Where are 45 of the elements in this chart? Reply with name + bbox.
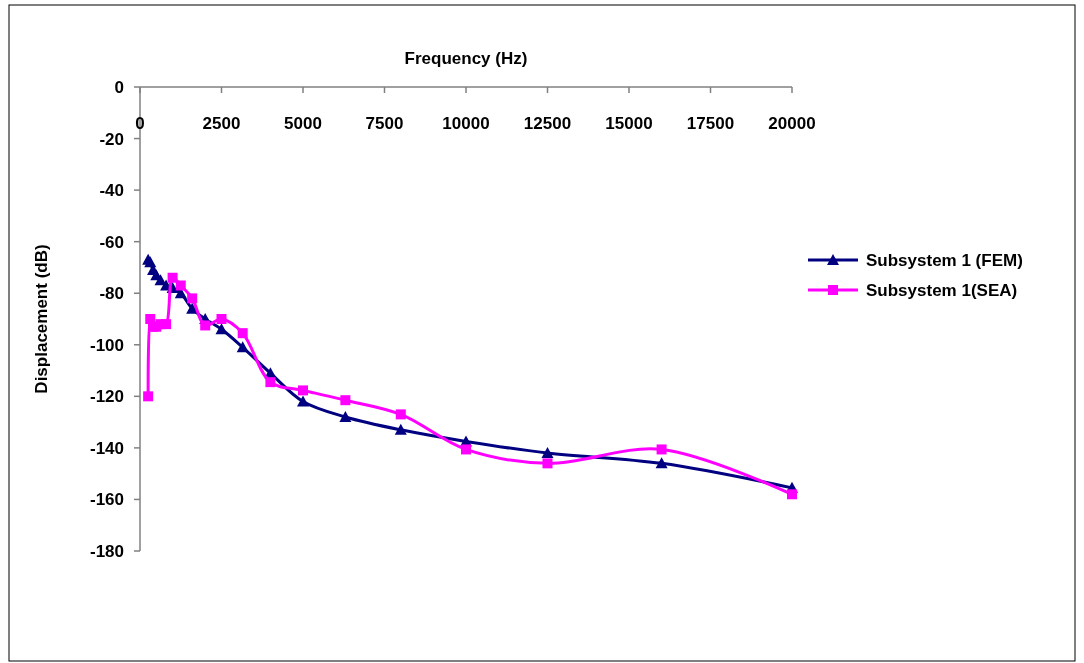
point <box>394 423 407 435</box>
y-tick-label: -160 <box>89 490 124 510</box>
y-tick-label: -120 <box>89 387 124 407</box>
point <box>200 320 211 331</box>
point <box>297 395 309 407</box>
point <box>143 391 154 402</box>
point <box>461 444 471 455</box>
y-tick-label: -60 <box>99 232 124 252</box>
x-tick-label: 12500 <box>523 114 572 133</box>
x-tick-label: 0 <box>135 114 145 133</box>
x-tick-label: 20000 <box>768 114 816 133</box>
point <box>339 410 352 422</box>
y-axis-title: Displacement (dB) <box>32 244 51 394</box>
point <box>236 341 249 353</box>
point <box>541 447 554 459</box>
point <box>265 377 276 388</box>
point <box>655 457 668 469</box>
y-tick-label: -140 <box>89 438 124 458</box>
point <box>298 385 308 396</box>
y-tick-label: -180 <box>89 541 124 561</box>
x-tick-label: 15000 <box>605 114 653 133</box>
point <box>187 293 198 304</box>
point <box>340 395 351 406</box>
point <box>167 272 178 283</box>
x-tick-label: 17500 <box>686 114 735 133</box>
point <box>395 409 406 420</box>
y-tick-label: -80 <box>99 284 124 304</box>
legend-label: Subsystem 1(SEA) <box>866 280 1018 300</box>
point <box>542 458 553 469</box>
point <box>237 328 248 339</box>
x-axis-title: Frequency (Hz) <box>404 49 528 68</box>
x-tick-label: 7500 <box>365 114 404 133</box>
x-tick-label: 5000 <box>284 114 322 133</box>
point <box>175 280 186 291</box>
point <box>216 314 227 324</box>
legend-label: Subsystem 1 (FEM) <box>866 250 1023 270</box>
point <box>787 489 797 500</box>
x-tick-label: 2500 <box>202 114 241 133</box>
y-tick-label: -40 <box>99 181 124 201</box>
point <box>161 319 172 330</box>
y-tick-label: -20 <box>99 129 124 149</box>
x-tick-label: 10000 <box>442 114 490 133</box>
point <box>656 444 667 455</box>
y-tick-label: 0 <box>114 77 124 97</box>
y-tick-label: -100 <box>89 335 124 355</box>
